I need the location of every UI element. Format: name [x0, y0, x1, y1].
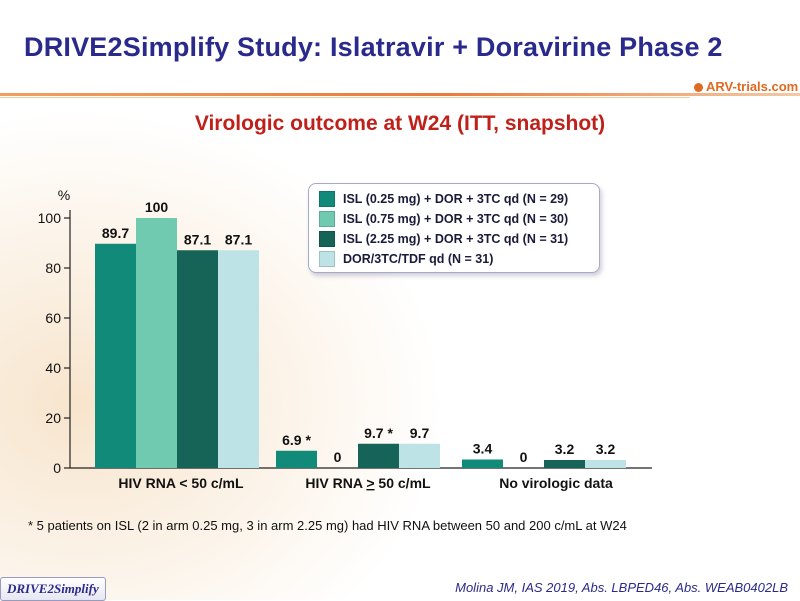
site-logo: ARV-trials.com — [694, 79, 798, 94]
legend-item: ISL (0.75 mg) + DOR + 3TC qd (N = 30) — [319, 210, 568, 228]
x-category-label-part: 50 c/mL — [375, 475, 431, 491]
bar — [358, 443, 399, 468]
header-divider — [0, 93, 800, 96]
bar — [544, 460, 585, 468]
bar — [136, 218, 177, 468]
legend-item: ISL (0.25 mg) + DOR + 3TC qd (N = 29) — [319, 190, 568, 208]
legend-label: ISL (0.25 mg) + DOR + 3TC qd (N = 29) — [343, 192, 569, 206]
x-category-label-operator: > — [366, 475, 374, 491]
chart-title: Virologic outcome at W24 (ITT, snapshot) — [194, 112, 606, 135]
data-label: 89.7 — [102, 225, 129, 241]
y-tick-label: 0 — [53, 460, 61, 476]
bar — [95, 243, 136, 468]
chart-legend: ISL (0.25 mg) + DOR + 3TC qd (N = 29) ISL… — [308, 183, 600, 273]
data-label: 0 — [520, 449, 528, 465]
legend-label: DOR/3TC/TDF qd (N = 31) — [343, 252, 494, 266]
legend-swatch — [319, 231, 335, 247]
legend-item: DOR/3TC/TDF qd (N = 31) — [319, 250, 493, 268]
x-category-label: No virologic data — [499, 475, 613, 491]
data-label: 87.1 — [225, 231, 252, 247]
header-divider-thin — [0, 97, 690, 98]
bar — [218, 250, 259, 468]
data-label: 3.2 — [596, 441, 616, 457]
bar — [177, 250, 218, 468]
bar — [585, 460, 626, 468]
logo-dot-icon — [694, 83, 703, 93]
legend-swatch — [319, 191, 335, 207]
y-tick-label: 80 — [45, 260, 61, 276]
y-tick-label: 60 — [45, 310, 61, 326]
bar — [462, 459, 503, 468]
data-label: 87.1 — [184, 231, 211, 247]
footnote: * 5 patients on ISL (2 in arm 0.25 mg, 3… — [28, 518, 627, 533]
x-category-label-part: HIV RNA — [305, 475, 366, 491]
data-label: 0 — [334, 449, 342, 465]
data-label: 3.2 — [555, 441, 575, 457]
data-label: 100 — [145, 199, 169, 215]
study-tag: DRIVE2Simplify — [0, 577, 106, 601]
data-label: 9.7 * — [364, 425, 393, 441]
y-tick-label: 100 — [38, 210, 62, 226]
y-tick-label: 20 — [45, 410, 61, 426]
slide-title: DRIVE2Simplify Study: Islatravir + Dorav… — [24, 32, 723, 62]
bar — [276, 450, 317, 468]
legend-item: ISL (2.25 mg) + DOR + 3TC qd (N = 31) — [319, 230, 568, 248]
data-label: 3.4 — [473, 441, 493, 457]
logo-text: ARV-trials.com — [706, 79, 799, 94]
legend-label: ISL (2.25 mg) + DOR + 3TC qd (N = 31) — [343, 232, 569, 246]
citation: Molina JM, IAS 2019, Abs. LBPED46, Abs. … — [455, 580, 788, 595]
x-category-label: HIV RNA < 50 c/mL — [118, 475, 244, 491]
y-tick-label: 40 — [45, 360, 61, 376]
data-label: 6.9 * — [282, 432, 311, 448]
x-category-label: HIV RNA > 50 c/mL — [305, 475, 431, 491]
bar — [399, 443, 440, 468]
y-axis-label: % — [58, 187, 70, 203]
legend-swatch — [319, 251, 335, 267]
legend-label: ISL (0.75 mg) + DOR + 3TC qd (N = 30) — [343, 212, 569, 226]
legend-swatch — [319, 211, 335, 227]
data-label: 9.7 — [410, 425, 430, 441]
